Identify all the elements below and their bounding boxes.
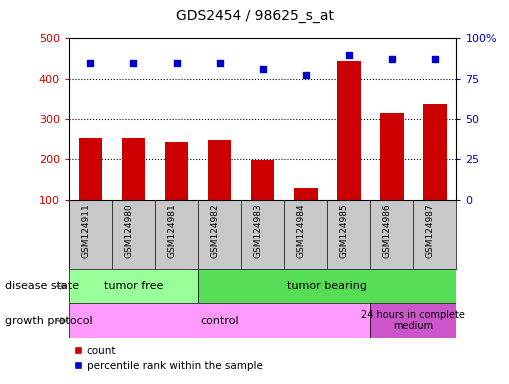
Text: GSM124987: GSM124987 <box>425 203 434 258</box>
Text: GSM124980: GSM124980 <box>124 203 133 258</box>
Point <box>172 60 180 66</box>
Point <box>301 73 309 79</box>
Text: tumor bearing: tumor bearing <box>287 281 366 291</box>
Text: control: control <box>200 316 238 326</box>
Point <box>215 60 223 66</box>
Text: GSM124983: GSM124983 <box>253 203 262 258</box>
Bar <box>121 138 145 200</box>
Bar <box>422 104 446 200</box>
Point <box>86 60 94 66</box>
Text: growth protocol: growth protocol <box>5 316 93 326</box>
Legend: count, percentile rank within the sample: count, percentile rank within the sample <box>74 346 262 371</box>
Text: disease state: disease state <box>5 281 79 291</box>
Point <box>129 60 137 66</box>
Bar <box>293 189 317 200</box>
Text: GSM124981: GSM124981 <box>167 203 176 258</box>
Text: GDS2454 / 98625_s_at: GDS2454 / 98625_s_at <box>176 9 333 23</box>
Text: tumor free: tumor free <box>103 281 163 291</box>
Point <box>258 66 266 72</box>
Bar <box>207 141 231 200</box>
Point <box>344 51 352 58</box>
Bar <box>69 303 370 338</box>
Bar <box>250 160 274 200</box>
Text: GSM124982: GSM124982 <box>210 203 219 258</box>
Bar <box>370 303 456 338</box>
Point <box>430 56 438 63</box>
Bar <box>379 113 403 200</box>
Text: GSM124985: GSM124985 <box>339 203 348 258</box>
Point <box>387 56 395 63</box>
Text: 24 hours in complete
medium: 24 hours in complete medium <box>361 310 464 331</box>
Bar <box>69 269 197 303</box>
Bar <box>197 269 456 303</box>
Bar <box>336 61 360 200</box>
Text: GSM124984: GSM124984 <box>296 203 305 258</box>
Text: GSM124986: GSM124986 <box>382 203 391 258</box>
Bar <box>78 138 102 200</box>
Bar <box>164 142 188 200</box>
Text: GSM124911: GSM124911 <box>81 203 90 258</box>
